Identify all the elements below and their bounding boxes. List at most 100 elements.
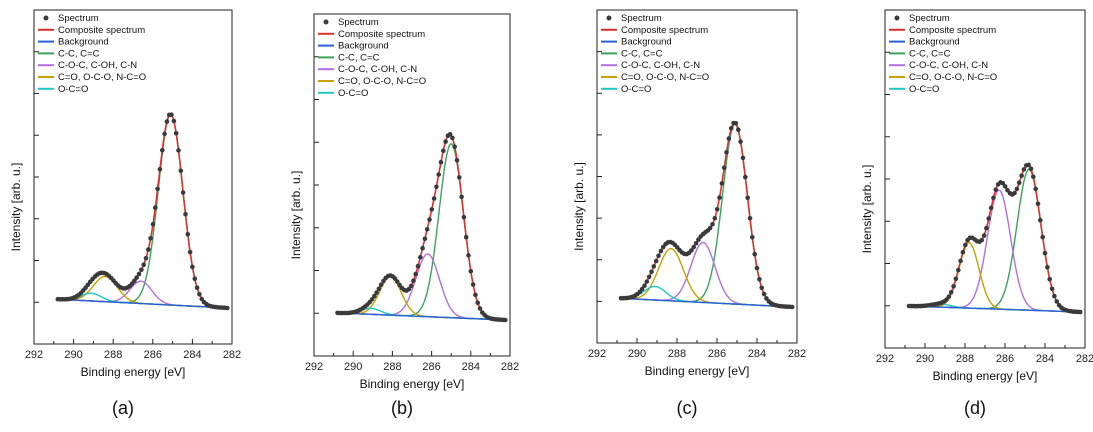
- legend-label: C-O-C, C-OH, C-N: [58, 60, 137, 71]
- spectrum-point: [759, 285, 764, 291]
- spectrum-point: [1049, 286, 1055, 292]
- spectrum-point: [1033, 186, 1038, 192]
- panel-a: 292 290 288 286 284 282 Binding energy [eV] Int…: [9, 9, 241, 418]
- spectrum-point: [169, 112, 174, 117]
- spectrum-point: [738, 139, 743, 144]
- spectrum-point: [413, 271, 419, 277]
- spectrum-point: [956, 267, 961, 273]
- background-line: [909, 305, 1081, 313]
- spectrum-point: [747, 216, 753, 221]
- background-line: [57, 298, 228, 309]
- legend-label: O-C=O: [621, 84, 651, 95]
- spectrum-point: [656, 253, 661, 259]
- spectrum-point: [958, 258, 963, 264]
- spectrum-point: [411, 278, 416, 284]
- spectrum-point: [1038, 218, 1043, 223]
- spectrum-point: [434, 184, 439, 190]
- legend-label: O-C=O: [909, 84, 939, 95]
- spectrum-point: [712, 215, 718, 221]
- spectrum-point: [717, 195, 722, 200]
- spectrum-point: [431, 196, 437, 201]
- x-tick-label: 282: [788, 348, 806, 360]
- spectrum-point: [754, 265, 760, 271]
- spectrum-point: [710, 222, 715, 227]
- legend-label: C-C, C=C: [621, 48, 663, 59]
- legend-marker: [894, 15, 900, 21]
- spectrum-point: [644, 279, 650, 284]
- spectrum-point: [1035, 201, 1041, 207]
- background-line: [621, 297, 793, 308]
- spectrum-point: [132, 278, 137, 284]
- legend-label: C-O-C, C-OH, C-N: [621, 60, 700, 71]
- background-line: [337, 312, 507, 321]
- x-axis-label: Binding energy [eV]: [933, 369, 1038, 383]
- spectrum-point: [374, 290, 379, 295]
- spectrum-point: [171, 118, 177, 124]
- x-tick-label: 288: [104, 349, 122, 361]
- legend-label: C=O, O-C-O, N-C=O: [338, 76, 426, 87]
- legend-label: C=O, O-C-O, N-C=O: [621, 72, 709, 83]
- spectrum-point: [192, 276, 198, 282]
- panel-label: (c): [677, 398, 698, 418]
- x-tick-label: 290: [628, 348, 646, 360]
- spectrum-point: [993, 187, 999, 192]
- legend-label: C=O, O-C-O, N-C=O: [909, 72, 997, 83]
- spectrum-point: [691, 244, 696, 250]
- component-1-line: [57, 113, 228, 309]
- x-tick-label: 284: [748, 348, 766, 360]
- spectrum-point: [689, 248, 694, 253]
- panel-label: (a): [112, 398, 134, 418]
- spectrum-point: [408, 283, 414, 289]
- spectrum-point: [134, 275, 139, 280]
- x-tick-label: 290: [344, 361, 362, 373]
- x-tick-label: 290: [64, 349, 82, 361]
- spectrum-point: [155, 186, 160, 192]
- spectrum-point: [429, 207, 435, 212]
- legend-label: Background: [909, 37, 960, 48]
- spectrum-point: [1019, 173, 1024, 178]
- x-tick-label: 292: [305, 361, 323, 373]
- spectrum-point: [1005, 187, 1010, 193]
- spectrum-point: [1000, 181, 1006, 186]
- spectrum-point: [372, 293, 377, 299]
- spectrum-point: [141, 262, 146, 268]
- legend-label: Spectrum: [909, 13, 950, 24]
- spectrum-point: [707, 225, 713, 231]
- spectrum-point: [447, 132, 453, 137]
- spectrum-point: [420, 245, 425, 251]
- spectrum-point: [1052, 293, 1057, 299]
- y-axis-label: Intensity [arb. u.]: [860, 165, 874, 254]
- spectrum-point: [960, 249, 966, 255]
- spectrum-point: [750, 235, 755, 240]
- spectrum-point: [176, 148, 181, 153]
- spectrum-point: [1054, 299, 1060, 304]
- legend-label: C=O, O-C-O, N-C=O: [58, 72, 146, 83]
- spectrum-point: [946, 294, 952, 299]
- spectrum-point: [503, 317, 508, 323]
- legend-label: O-C=O: [338, 88, 368, 99]
- spectrum-point: [963, 242, 968, 248]
- legend-label: Composite spectrum: [58, 25, 145, 36]
- x-tick-label: 290: [916, 353, 934, 365]
- spectrum-point: [724, 150, 729, 155]
- x-tick-label: 284: [1036, 353, 1054, 365]
- x-tick-label: 286: [996, 353, 1014, 365]
- spectrum-point: [740, 155, 746, 161]
- spectrum-point: [422, 236, 428, 242]
- spectrum-point: [757, 277, 762, 282]
- spectrum-point: [761, 291, 767, 297]
- y-axis-label: Intensity [arb. u.]: [9, 163, 23, 252]
- legend-label: C-C, C=C: [338, 52, 380, 63]
- spectrum-point: [1002, 184, 1008, 189]
- spectrum-point: [639, 286, 645, 292]
- spectrum-point: [736, 127, 741, 132]
- spectrum-point: [173, 131, 179, 136]
- spectrum-point: [693, 241, 699, 246]
- spectrum-point: [1040, 234, 1045, 240]
- spectrum-point: [1028, 166, 1034, 171]
- spectrum-point: [180, 190, 186, 195]
- legend-label: Spectrum: [621, 13, 662, 24]
